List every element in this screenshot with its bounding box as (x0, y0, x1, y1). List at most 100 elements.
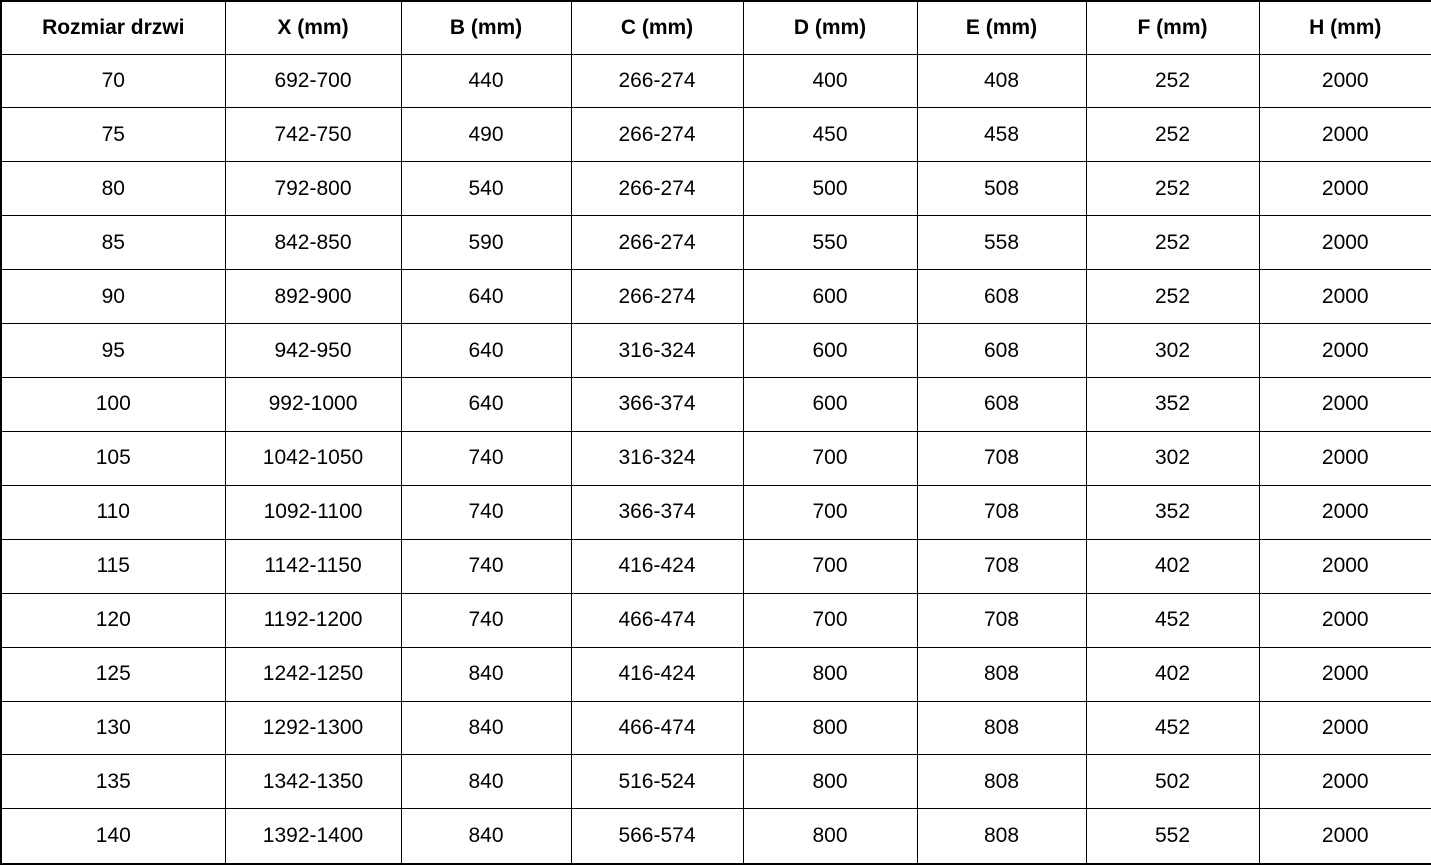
table-cell: 550 (742, 215, 918, 271)
table-cell: 266-274 (570, 215, 744, 271)
table-cell: 540 (400, 161, 572, 217)
table-cell: 608 (916, 269, 1087, 325)
table-cell: 302 (1085, 323, 1260, 379)
table-cell: 992-1000 (224, 377, 402, 432)
column-header-7: H (mm) (1258, 0, 1431, 55)
table-cell: 466-474 (570, 592, 744, 648)
table-cell: 70 (0, 53, 226, 109)
table-cell: 700 (742, 538, 918, 594)
table-cell: 600 (742, 269, 918, 325)
column-header-5: E (mm) (916, 0, 1087, 55)
table-cell: 252 (1085, 215, 1260, 271)
table-cell: 115 (0, 538, 226, 594)
table-cell: 95 (0, 323, 226, 379)
table-cell: 2000 (1258, 430, 1431, 486)
table-cell: 490 (400, 107, 572, 163)
table-cell: 800 (742, 754, 918, 810)
table-cell: 808 (916, 700, 1087, 756)
table-row: 95 942-950 640 316-324 600 608 302 2000 (0, 323, 1431, 379)
table-cell: 2000 (1258, 323, 1431, 379)
table-row: 100 992-1000 640 366-374 600 608 352 2000 (0, 377, 1431, 432)
table-cell: 450 (742, 107, 918, 163)
table-cell: 366-374 (570, 484, 744, 540)
table-row: 105 1042-1050 740 316-324 700 708 302 2000 (0, 430, 1431, 486)
table-cell: 400 (742, 53, 918, 109)
table-cell: 516-524 (570, 754, 744, 810)
table-cell: 708 (916, 592, 1087, 648)
table-cell: 266-274 (570, 107, 744, 163)
column-header-3: C (mm) (570, 0, 744, 55)
table-cell: 2000 (1258, 592, 1431, 648)
table-cell: 840 (400, 808, 572, 865)
table-cell: 692-700 (224, 53, 402, 109)
table-cell: 892-900 (224, 269, 402, 325)
table-cell: 90 (0, 269, 226, 325)
table-cell: 2000 (1258, 646, 1431, 702)
table-cell: 402 (1085, 538, 1260, 594)
table-cell: 942-950 (224, 323, 402, 379)
table-cell: 75 (0, 107, 226, 163)
column-header-0: Rozmiar drzwi (0, 0, 226, 55)
table-cell: 252 (1085, 53, 1260, 109)
table-row: 80 792-800 540 266-274 500 508 252 2000 (0, 161, 1431, 217)
table-cell: 1292-1300 (224, 700, 402, 756)
table-cell: 1192-1200 (224, 592, 402, 648)
table-cell: 640 (400, 377, 572, 432)
table-cell: 808 (916, 808, 1087, 865)
table-cell: 416-424 (570, 538, 744, 594)
table-cell: 508 (916, 161, 1087, 217)
table-cell: 105 (0, 430, 226, 486)
table-cell: 708 (916, 538, 1087, 594)
table-cell: 80 (0, 161, 226, 217)
table-cell: 2000 (1258, 754, 1431, 810)
table-cell: 1142-1150 (224, 538, 402, 594)
table-cell: 2000 (1258, 538, 1431, 594)
table-cell: 500 (742, 161, 918, 217)
table-cell: 502 (1085, 754, 1260, 810)
table-cell: 640 (400, 269, 572, 325)
table-cell: 840 (400, 646, 572, 702)
table-cell: 2000 (1258, 53, 1431, 109)
table-cell: 600 (742, 323, 918, 379)
table-cell: 840 (400, 754, 572, 810)
table-cell: 2000 (1258, 484, 1431, 540)
table-cell: 800 (742, 700, 918, 756)
table-cell: 266-274 (570, 53, 744, 109)
column-header-2: B (mm) (400, 0, 572, 55)
table-cell: 120 (0, 592, 226, 648)
table-row: 75 742-750 490 266-274 450 458 252 2000 (0, 107, 1431, 163)
table-cell: 2000 (1258, 269, 1431, 325)
column-header-4: D (mm) (742, 0, 918, 55)
table-row: 115 1142-1150 740 416-424 700 708 402 2000 (0, 538, 1431, 594)
table-cell: 700 (742, 430, 918, 486)
table-cell: 352 (1085, 377, 1260, 432)
table-cell: 302 (1085, 430, 1260, 486)
table-row: 135 1342-1350 840 516-524 800 808 502 2000 (0, 754, 1431, 810)
table-cell: 1042-1050 (224, 430, 402, 486)
table-cell: 608 (916, 377, 1087, 432)
table-cell: 1342-1350 (224, 754, 402, 810)
table-cell: 608 (916, 323, 1087, 379)
table-cell: 402 (1085, 646, 1260, 702)
table-cell: 125 (0, 646, 226, 702)
table-cell: 316-324 (570, 430, 744, 486)
table-cell: 1242-1250 (224, 646, 402, 702)
header-row: Rozmiar drzwi X (mm) B (mm) C (mm) D (mm) E (… (0, 0, 1431, 55)
table-body: 70 692-700 440 266-274 400 408 252 2000 75 742-75… (0, 53, 1431, 865)
table-row: 130 1292-1300 840 466-474 800 808 452 2000 (0, 700, 1431, 756)
table-cell: 1392-1400 (224, 808, 402, 865)
table-cell: 458 (916, 107, 1087, 163)
table-cell: 2000 (1258, 808, 1431, 865)
table-cell: 808 (916, 646, 1087, 702)
table-cell: 842-850 (224, 215, 402, 271)
table-cell: 1092-1100 (224, 484, 402, 540)
column-header-6: F (mm) (1085, 0, 1260, 55)
table-cell: 708 (916, 484, 1087, 540)
table-cell: 558 (916, 215, 1087, 271)
table-cell: 140 (0, 808, 226, 865)
table-row: 125 1242-1250 840 416-424 800 808 402 2000 (0, 646, 1431, 702)
table-cell: 600 (742, 377, 918, 432)
table-cell: 266-274 (570, 269, 744, 325)
